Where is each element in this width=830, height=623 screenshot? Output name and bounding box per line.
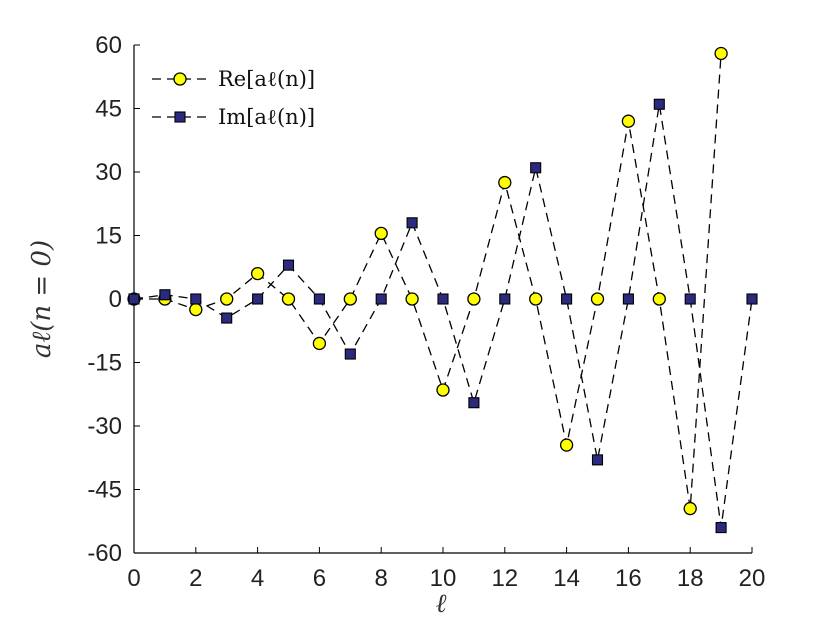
data-point xyxy=(344,348,356,360)
data-point xyxy=(714,46,728,61)
x-tick-label: 16 xyxy=(615,565,642,592)
y-tick-label: -15 xyxy=(87,350,122,377)
data-point xyxy=(684,293,696,305)
y-axis-label: aℓ(n = 0) xyxy=(27,240,57,358)
x-tick-label: 20 xyxy=(739,565,766,592)
x-tick-label: 6 xyxy=(313,565,326,592)
x-tick-label: 12 xyxy=(491,565,518,592)
legend-marker-im xyxy=(174,111,186,123)
data-point xyxy=(189,302,203,317)
data-point xyxy=(467,292,481,306)
x-axis-label: ℓ xyxy=(436,589,447,619)
data-point xyxy=(591,454,604,466)
data-point xyxy=(653,98,665,110)
y-tick-label: 30 xyxy=(95,159,122,186)
data-point xyxy=(498,175,512,190)
data-point xyxy=(221,312,233,324)
data-point xyxy=(128,293,140,305)
x-axis-ticks: 0 2 4 6 8 10 12 14 16 18 20 xyxy=(127,547,765,592)
data-point xyxy=(622,293,634,305)
data-point xyxy=(159,289,171,301)
y-tick-label: 45 xyxy=(95,96,122,123)
data-point xyxy=(252,293,264,305)
data-point xyxy=(468,397,480,409)
data-point xyxy=(715,522,727,534)
data-point xyxy=(561,293,573,305)
data-point xyxy=(652,292,666,306)
legend: Re[aℓ(n)] Im[aℓ(n)] xyxy=(152,67,315,129)
data-point xyxy=(375,293,387,305)
data-point xyxy=(683,501,697,516)
y-tick-label: -45 xyxy=(87,477,122,504)
data-point xyxy=(621,114,636,128)
data-point xyxy=(405,292,419,306)
series-layer xyxy=(127,46,758,534)
legend-label-im: Im[aℓ(n)] xyxy=(218,105,315,129)
data-point xyxy=(374,226,388,241)
x-tick-label: 4 xyxy=(251,565,264,592)
data-point xyxy=(436,383,450,397)
series-im xyxy=(128,98,758,534)
data-point xyxy=(559,438,574,452)
y-tick-label: -30 xyxy=(87,413,122,440)
x-tick-label: 0 xyxy=(127,565,140,592)
x-tick-label: 2 xyxy=(189,565,202,592)
data-point xyxy=(313,293,325,305)
data-point xyxy=(437,293,449,305)
data-point xyxy=(590,292,605,306)
data-point xyxy=(746,293,758,305)
y-axis-ticks: -60 -45 -30 -15 0 15 30 45 60 xyxy=(87,32,140,567)
y-tick-label: 15 xyxy=(95,223,122,250)
data-point xyxy=(406,217,418,229)
data-point xyxy=(530,162,542,174)
series-line xyxy=(134,53,722,509)
x-tick-label: 10 xyxy=(430,565,457,592)
data-point xyxy=(343,292,357,306)
x-tick-label: 18 xyxy=(677,565,704,592)
data-point xyxy=(250,266,265,281)
data-point xyxy=(282,259,295,271)
data-point xyxy=(281,292,296,306)
legend-label-re: Re[aℓ(n)] xyxy=(218,67,315,91)
data-point xyxy=(190,293,202,305)
legend-marker-re xyxy=(173,72,187,86)
x-tick-label: 8 xyxy=(375,565,388,592)
data-point xyxy=(312,336,327,351)
x-tick-label: 14 xyxy=(553,565,580,592)
data-point xyxy=(499,293,511,305)
data-point xyxy=(220,292,234,306)
data-point xyxy=(529,292,543,306)
y-tick-label: -60 xyxy=(87,540,122,567)
y-tick-label: 60 xyxy=(95,32,122,59)
y-tick-label: 0 xyxy=(109,286,122,313)
